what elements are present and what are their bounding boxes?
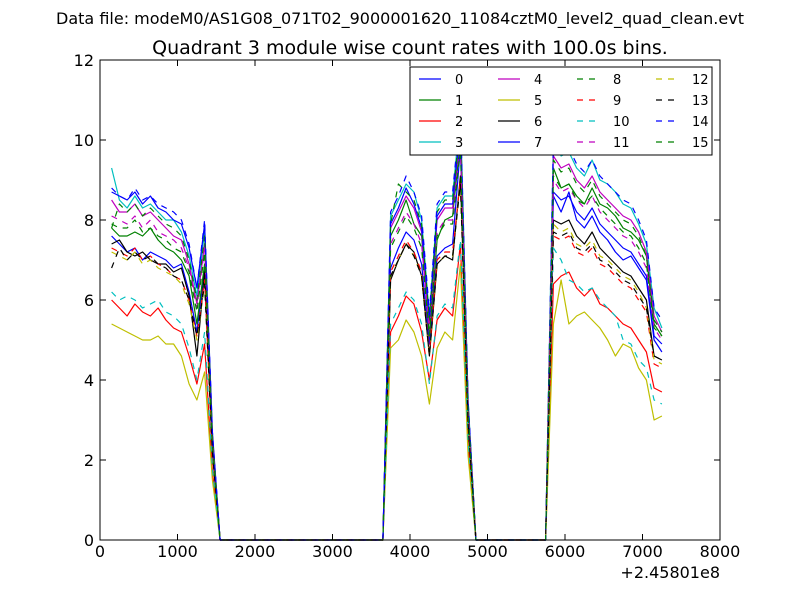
y-tick-label: 8 [84, 211, 94, 230]
legend-label-2: 2 [455, 115, 463, 130]
x-tick-label: 0 [95, 542, 105, 561]
legend-label-8: 8 [613, 73, 621, 88]
legend-label-13: 13 [692, 94, 709, 109]
x-tick-label: 7000 [622, 542, 663, 561]
x-tick-label: 4000 [390, 542, 431, 561]
legend-label-11: 11 [613, 136, 630, 151]
series-line-10 [111, 239, 663, 541]
figure-suptitle: Data file: modeM0/AS1G08_071T02_90000016… [56, 9, 744, 29]
legend-label-14: 14 [692, 115, 709, 130]
y-tick-label: 10 [74, 131, 94, 150]
plot-area-frame [99, 59, 721, 541]
series-line-9 [111, 179, 663, 541]
legend-label-12: 12 [692, 73, 709, 88]
x-axis-offset-label: +2.45801e8 [620, 563, 720, 582]
chart-title: Quadrant 3 module wise count rates with … [152, 37, 668, 59]
y-tick-label: 6 [84, 291, 94, 310]
series-line-8 [111, 119, 663, 541]
y-tick-label: 12 [74, 51, 94, 70]
x-tick-label: 6000 [545, 542, 586, 561]
legend-label-1: 1 [455, 94, 463, 109]
legend-label-0: 0 [455, 73, 463, 88]
x-tick-label: 5000 [467, 542, 508, 561]
legend-label-4: 4 [534, 73, 542, 88]
series-layer [111, 111, 663, 541]
legend-label-15: 15 [692, 136, 709, 151]
legend-label-10: 10 [613, 115, 630, 130]
y-tick-label: 0 [84, 531, 94, 550]
x-tick-label: 2000 [235, 542, 276, 561]
legend-label-9: 9 [613, 94, 621, 109]
y-tick-label: 4 [84, 371, 94, 390]
legend-label-3: 3 [455, 136, 463, 151]
x-tick-label: 1000 [157, 542, 198, 561]
x-tick-label: 3000 [312, 542, 353, 561]
legend-label-7: 7 [534, 136, 542, 151]
legend-label-5: 5 [534, 94, 542, 109]
y-tick-label: 2 [84, 451, 94, 470]
x-tick-label: 8000 [700, 542, 741, 561]
axis-ticks: 0 1000 2000 3000 4000 5000 6000 7000 80000246810… [74, 51, 741, 561]
legend-label-6: 6 [534, 115, 542, 130]
legend-box [409, 66, 713, 156]
